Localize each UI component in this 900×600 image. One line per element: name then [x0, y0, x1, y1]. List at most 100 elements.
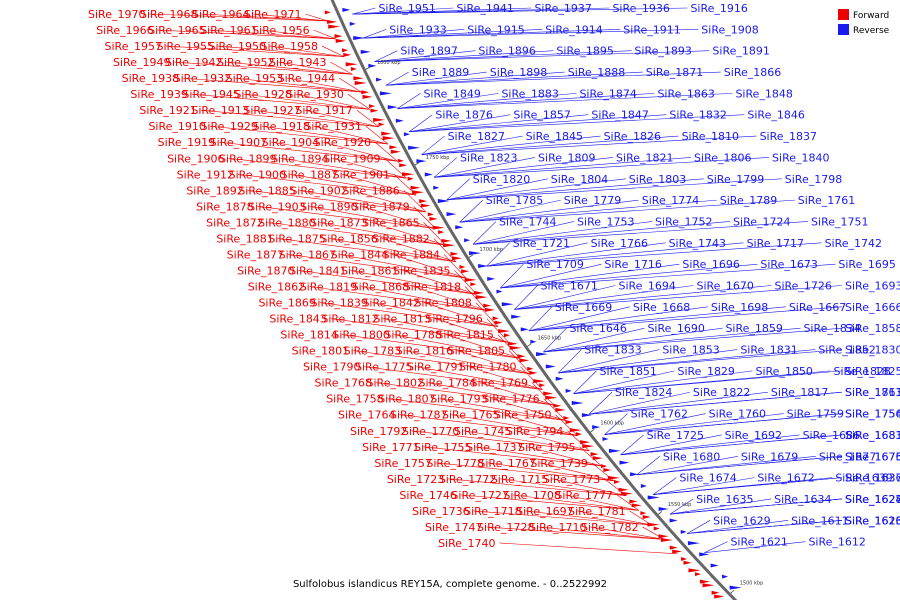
forward-feature	[660, 538, 673, 543]
reverse-leader	[528, 306, 630, 332]
reverse-gene-label: SiRe_1683	[845, 429, 900, 442]
reverse-leader	[352, 7, 532, 15]
forward-feature	[563, 415, 570, 420]
reverse-leader	[653, 477, 843, 495]
forward-gene-label: SiRe_1755	[414, 441, 471, 454]
forward-gene-label: SiRe_1812	[321, 313, 378, 326]
reverse-leader	[433, 157, 458, 178]
forward-leader	[347, 93, 371, 110]
reverse-gene-label: SiRe_1621	[730, 536, 787, 549]
reverse-feature	[501, 302, 514, 307]
forward-leader	[382, 318, 509, 343]
forward-gene-label: SiRe_1970	[88, 8, 145, 21]
forward-leader	[299, 190, 426, 213]
forward-gene-label: SiRe_1904	[262, 136, 319, 149]
map-caption: Sulfolobus islandicus REY15A, complete g…	[293, 579, 607, 590]
tick-mark	[467, 254, 473, 259]
reverse-leader	[687, 520, 843, 534]
forward-feature	[714, 594, 725, 599]
forward-feature	[699, 579, 710, 584]
reverse-gene-label: SiRe_1850	[755, 365, 812, 378]
forward-leader	[427, 382, 555, 406]
forward-feature	[443, 243, 456, 248]
reverse-leader	[434, 157, 692, 178]
forward-feature	[640, 511, 647, 516]
reverse-gene-label: SiRe_1611	[791, 514, 848, 527]
forward-gene-label: SiRe_1877	[227, 248, 284, 261]
reverse-gene-label: SiRe_1911	[623, 23, 680, 36]
reverse-leader	[434, 157, 770, 178]
reverse-gene-label: SiRe_1830	[845, 344, 900, 357]
reverse-gene-label: SiRe_1853	[662, 344, 719, 357]
forward-leader	[403, 190, 426, 213]
forward-leader	[353, 350, 532, 375]
forward-leader	[235, 77, 362, 93]
forward-gene-label: SiRe_1775	[355, 361, 412, 374]
forward-feature	[592, 456, 603, 461]
reverse-gene-label: SiRe_1743	[669, 237, 726, 250]
reverse-leader	[604, 413, 784, 435]
forward-gene-label: SiRe_1723	[387, 473, 444, 486]
forward-gene-label: SiRe_1844	[331, 248, 388, 261]
forward-leader	[387, 398, 566, 421]
forward-leader	[402, 270, 477, 295]
forward-feature	[420, 203, 431, 208]
reverse-gene-label: SiRe_1876	[435, 109, 492, 122]
reverse-gene-label: SiRe_1834	[803, 322, 860, 335]
forward-leader	[503, 414, 578, 436]
reverse-feature	[722, 574, 729, 579]
reverse-gene-label: SiRe_1679	[741, 450, 798, 463]
reverse-feature	[437, 198, 450, 203]
forward-leader	[499, 542, 678, 555]
forward-leader	[200, 109, 379, 128]
forward-feature	[503, 333, 510, 338]
forward-feature	[590, 452, 599, 457]
forward-leader	[399, 414, 578, 437]
reverse-gene-label: SiRe_1717	[747, 237, 804, 250]
forward-feature	[555, 407, 566, 412]
reverse-gene-label: SiRe_1610	[845, 514, 900, 527]
reverse-feature	[416, 159, 427, 164]
forward-gene-label: SiRe_1795	[518, 441, 575, 454]
forward-gene-label: SiRe_1801	[292, 345, 349, 358]
forward-gene-label: SiRe_1909	[323, 152, 380, 165]
forward-leader	[468, 366, 543, 390]
forward-gene-label: SiRe_1736	[412, 505, 469, 518]
forward-feature	[653, 526, 660, 531]
forward-feature	[553, 403, 562, 408]
forward-gene-label: SiRe_1784	[419, 377, 476, 390]
reverse-feature	[545, 364, 556, 369]
reverse-gene-label: SiRe_1908	[701, 23, 758, 36]
reverse-gene-label: SiRe_1832	[669, 109, 726, 122]
reverse-leader	[385, 71, 409, 86]
reverse-gene-label: SiRe_1840	[772, 151, 829, 164]
forward-leader	[174, 61, 353, 75]
reverse-feature	[571, 401, 584, 406]
forward-leader	[473, 510, 652, 526]
reverse-leader	[653, 477, 677, 495]
forward-feature	[450, 251, 459, 256]
reverse-gene-label: SiRe_1829	[677, 365, 734, 378]
forward-leader	[487, 462, 614, 482]
forward-gene-label: SiRe_1776	[482, 393, 539, 406]
reverse-gene-label: SiRe_1811	[845, 386, 900, 399]
forward-gene-label: SiRe_1745	[454, 425, 511, 438]
reverse-leader	[500, 263, 602, 289]
reverse-gene-label: SiRe_1628	[845, 493, 900, 506]
forward-feature	[378, 122, 385, 127]
reverse-feature	[387, 105, 398, 110]
forward-gene-label: SiRe_1966	[96, 24, 153, 37]
backbone-ticks: 1800 kbp 1750 kbp 1700 kbp 1650 kbp 1600 kbp…	[364, 60, 763, 595]
forward-leader	[448, 478, 627, 496]
reverse-feature	[342, 7, 351, 12]
forward-leader	[330, 318, 509, 343]
forward-gene-label: SiRe_1868	[352, 281, 409, 294]
reverse-leader	[374, 50, 554, 63]
forward-leader	[616, 494, 640, 511]
genome-backbone	[330, 0, 738, 600]
reverse-leader	[528, 306, 708, 332]
reverse-gene-label: SiRe_1752	[655, 215, 712, 228]
forward-gene-label: SiRe_1718	[464, 505, 521, 518]
reverse-leader	[486, 242, 744, 267]
